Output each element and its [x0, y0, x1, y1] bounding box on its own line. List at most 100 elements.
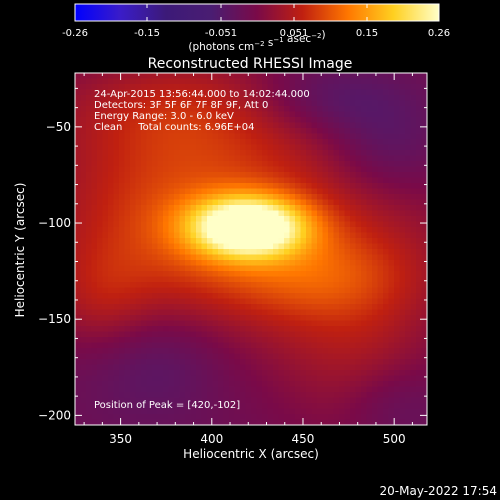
heatmap-cell: [399, 194, 406, 200]
heatmap-cell: [196, 199, 202, 206]
heatmap-cell: [284, 364, 290, 371]
heatmap-cell: [262, 320, 268, 327]
heatmap-cell: [251, 139, 257, 145]
heatmap-cell: [311, 342, 318, 349]
heatmap-cell: [350, 320, 356, 327]
heatmap-cell: [262, 238, 268, 244]
heatmap-cell: [124, 403, 131, 409]
heatmap-cell: [119, 216, 125, 222]
heatmap-cell: [201, 128, 208, 134]
heatmap-cell: [278, 342, 285, 349]
heatmap-cell: [251, 172, 257, 178]
heatmap-cell: [152, 122, 158, 129]
heatmap-cell: [256, 144, 263, 151]
heatmap-cell: [185, 95, 191, 101]
heatmap-cell: [196, 78, 202, 85]
heatmap-cell: [267, 100, 274, 107]
heatmap-cell: [273, 403, 279, 409]
heatmap-cell: [135, 304, 142, 310]
heatmap-cell: [350, 392, 356, 398]
heatmap-cell: [278, 276, 285, 283]
heatmap-cell: [108, 309, 114, 316]
heatmap-cell: [146, 106, 153, 112]
heatmap-cell: [80, 144, 87, 151]
heatmap-cell: [262, 205, 268, 211]
heatmap-cell: [185, 106, 191, 112]
heatmap-cell: [97, 375, 103, 382]
heatmap-cell: [80, 419, 87, 426]
heatmap-cell: [322, 111, 329, 118]
heatmap-cell: [361, 386, 367, 393]
heatmap-cell: [284, 89, 290, 96]
heatmap-cell: [245, 364, 252, 371]
heatmap-cell: [383, 205, 389, 211]
heatmap-cell: [102, 276, 109, 283]
heatmap-cell: [262, 342, 268, 349]
heatmap-cell: [328, 370, 334, 376]
heatmap-cell: [141, 117, 147, 123]
heatmap-cell: [372, 353, 378, 360]
heatmap-cell: [350, 221, 356, 228]
heatmap-cell: [421, 227, 428, 233]
heatmap-cell: [410, 161, 417, 167]
heatmap-cell: [366, 375, 373, 382]
heatmap-cell: [289, 183, 296, 189]
heatmap-cell: [267, 381, 274, 387]
heatmap-cell: [174, 386, 180, 393]
heatmap-cell: [229, 320, 235, 327]
heatmap-cell: [130, 304, 136, 310]
heatmap-cell: [383, 337, 389, 343]
heatmap-cell: [190, 161, 197, 167]
heatmap-cell: [339, 293, 345, 299]
heatmap-cell: [146, 370, 153, 376]
heatmap-cell: [339, 265, 345, 272]
heatmap-cell: [416, 89, 422, 96]
heatmap-cell: [372, 161, 378, 167]
heatmap-cell: [157, 128, 164, 134]
heatmap-cell: [80, 238, 87, 244]
heatmap-cell: [394, 216, 400, 222]
heatmap-cell: [416, 183, 422, 189]
heatmap-cell: [361, 183, 367, 189]
heatmap-cell: [185, 84, 191, 90]
heatmap-cell: [300, 117, 307, 123]
heatmap-cell: [97, 166, 103, 173]
heatmap-cell: [218, 282, 224, 288]
heatmap-cell: [284, 221, 290, 228]
heatmap-cell: [295, 243, 301, 250]
heatmap-cell: [196, 122, 202, 129]
heatmap-cell: [410, 287, 417, 294]
heatmap-cell: [234, 348, 241, 354]
heatmap-cell: [311, 194, 318, 200]
heatmap-cell: [108, 254, 114, 261]
heatmap-cell: [163, 205, 169, 211]
heatmap-cell: [234, 188, 241, 195]
heatmap-cell: [179, 122, 186, 129]
heatmap-cell: [218, 205, 224, 211]
heatmap-cell: [278, 133, 285, 140]
heatmap-cell: [185, 309, 191, 316]
heatmap-cell: [185, 386, 191, 393]
heatmap-cell: [295, 194, 301, 200]
heatmap-cell: [399, 89, 406, 96]
heatmap-cell: [97, 359, 103, 365]
heatmap-cell: [399, 298, 406, 305]
heatmap-cell: [344, 210, 351, 217]
heatmap-cell: [317, 408, 323, 415]
heatmap-cell: [361, 271, 367, 277]
heatmap-cell: [91, 403, 98, 409]
heatmap-cell: [201, 84, 208, 90]
heatmap-cell: [108, 78, 114, 85]
heatmap-cell: [399, 117, 406, 123]
heatmap-cell: [256, 238, 263, 244]
heatmap-cell: [328, 166, 334, 173]
heatmap-cell: [416, 194, 422, 200]
heatmap-cell: [284, 199, 290, 206]
heatmap-cell: [405, 205, 411, 211]
heatmap-cell: [190, 364, 197, 371]
heatmap-cell: [421, 326, 428, 332]
heatmap-cell: [311, 95, 318, 101]
heatmap-cell: [212, 309, 219, 316]
heatmap-cell: [229, 326, 235, 332]
heatmap-cell: [311, 243, 318, 250]
